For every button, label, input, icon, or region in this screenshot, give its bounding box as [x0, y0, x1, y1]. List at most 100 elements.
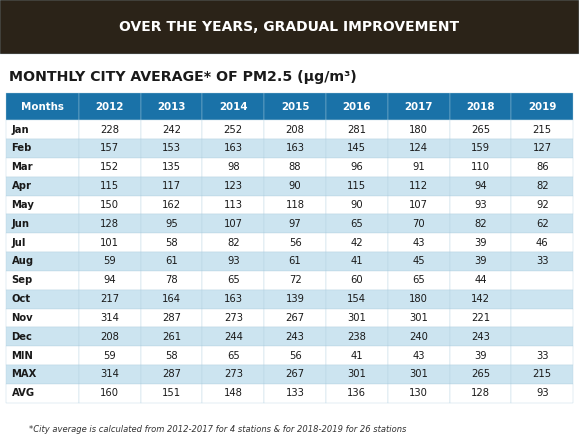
Text: 130: 130 [409, 388, 428, 398]
Text: 92: 92 [536, 200, 549, 210]
Text: 113: 113 [223, 200, 243, 210]
Text: 94: 94 [103, 275, 116, 285]
Text: 243: 243 [471, 332, 490, 342]
Text: 133: 133 [285, 388, 305, 398]
Text: 243: 243 [285, 332, 305, 342]
Text: 281: 281 [347, 125, 367, 134]
Text: 60: 60 [350, 275, 363, 285]
Text: 82: 82 [227, 238, 240, 247]
Text: 2019: 2019 [528, 102, 556, 112]
Text: OVER THE YEARS, GRADUAL IMPROVEMENT: OVER THE YEARS, GRADUAL IMPROVEMENT [119, 20, 460, 34]
Text: 301: 301 [409, 313, 428, 323]
Text: MONTHLY CITY AVERAGE* OF PM2.5 (μg/m³): MONTHLY CITY AVERAGE* OF PM2.5 (μg/m³) [9, 70, 357, 84]
Text: 39: 39 [474, 351, 487, 360]
Text: 61: 61 [289, 256, 302, 267]
Text: 78: 78 [165, 275, 178, 285]
Text: 70: 70 [412, 219, 425, 229]
Text: MAX: MAX [12, 369, 37, 380]
Text: 61: 61 [165, 256, 178, 267]
Text: 162: 162 [162, 200, 181, 210]
Text: 164: 164 [162, 294, 181, 304]
Text: 65: 65 [227, 275, 240, 285]
Text: 301: 301 [409, 369, 428, 380]
Text: 261: 261 [162, 332, 181, 342]
Text: 208: 208 [100, 332, 119, 342]
Text: Nov: Nov [12, 313, 33, 323]
Text: 267: 267 [285, 369, 305, 380]
Text: 139: 139 [285, 294, 305, 304]
Text: 301: 301 [347, 369, 367, 380]
Text: 115: 115 [100, 181, 119, 191]
Text: 163: 163 [223, 294, 243, 304]
Text: 93: 93 [474, 200, 487, 210]
Text: 208: 208 [285, 125, 305, 134]
Text: 2014: 2014 [219, 102, 247, 112]
Text: 65: 65 [412, 275, 425, 285]
Text: 98: 98 [227, 162, 240, 172]
Text: 82: 82 [536, 181, 549, 191]
Text: 101: 101 [100, 238, 119, 247]
Text: 252: 252 [223, 125, 243, 134]
Text: 112: 112 [409, 181, 428, 191]
Text: 90: 90 [350, 200, 363, 210]
Text: 56: 56 [289, 238, 302, 247]
Text: 242: 242 [162, 125, 181, 134]
Text: 42: 42 [350, 238, 363, 247]
Text: 39: 39 [474, 238, 487, 247]
Text: 265: 265 [471, 125, 490, 134]
Text: 2018: 2018 [466, 102, 494, 112]
Text: 118: 118 [285, 200, 305, 210]
Text: 107: 107 [409, 200, 428, 210]
Text: Sep: Sep [12, 275, 33, 285]
Text: 59: 59 [103, 351, 116, 360]
Text: 215: 215 [533, 369, 552, 380]
Text: 215: 215 [533, 125, 552, 134]
Text: 128: 128 [471, 388, 490, 398]
Text: 82: 82 [474, 219, 487, 229]
Text: 163: 163 [285, 143, 305, 154]
Text: 160: 160 [100, 388, 119, 398]
Text: 180: 180 [409, 125, 428, 134]
Text: 145: 145 [347, 143, 367, 154]
Text: 58: 58 [165, 238, 178, 247]
Text: Jun: Jun [12, 219, 30, 229]
Text: AVG: AVG [12, 388, 35, 398]
Text: 115: 115 [347, 181, 367, 191]
Text: 97: 97 [289, 219, 302, 229]
Text: 180: 180 [409, 294, 428, 304]
Text: Months: Months [21, 102, 64, 112]
Text: 267: 267 [285, 313, 305, 323]
Text: 287: 287 [162, 313, 181, 323]
Text: 151: 151 [162, 388, 181, 398]
Text: 314: 314 [100, 369, 119, 380]
Text: 135: 135 [162, 162, 181, 172]
Text: 90: 90 [289, 181, 302, 191]
Text: 244: 244 [224, 332, 243, 342]
Text: 43: 43 [412, 238, 425, 247]
Text: 107: 107 [223, 219, 243, 229]
Text: 59: 59 [103, 256, 116, 267]
Text: 33: 33 [536, 256, 548, 267]
Text: 41: 41 [350, 351, 363, 360]
Text: 72: 72 [289, 275, 302, 285]
Text: 2012: 2012 [96, 102, 124, 112]
Text: Jan: Jan [12, 125, 29, 134]
Text: 287: 287 [162, 369, 181, 380]
Text: Jul: Jul [12, 238, 26, 247]
Text: Feb: Feb [12, 143, 32, 154]
Text: 65: 65 [350, 219, 363, 229]
Text: 58: 58 [165, 351, 178, 360]
Text: Apr: Apr [12, 181, 32, 191]
Text: 93: 93 [227, 256, 240, 267]
Text: 142: 142 [471, 294, 490, 304]
Text: 152: 152 [100, 162, 119, 172]
Text: 301: 301 [347, 313, 367, 323]
Text: 273: 273 [223, 313, 243, 323]
Text: 273: 273 [223, 369, 243, 380]
Text: 154: 154 [347, 294, 367, 304]
Text: Dec: Dec [12, 332, 32, 342]
Text: 2013: 2013 [157, 102, 186, 112]
Text: 127: 127 [533, 143, 552, 154]
Text: 157: 157 [100, 143, 119, 154]
Text: 240: 240 [409, 332, 428, 342]
